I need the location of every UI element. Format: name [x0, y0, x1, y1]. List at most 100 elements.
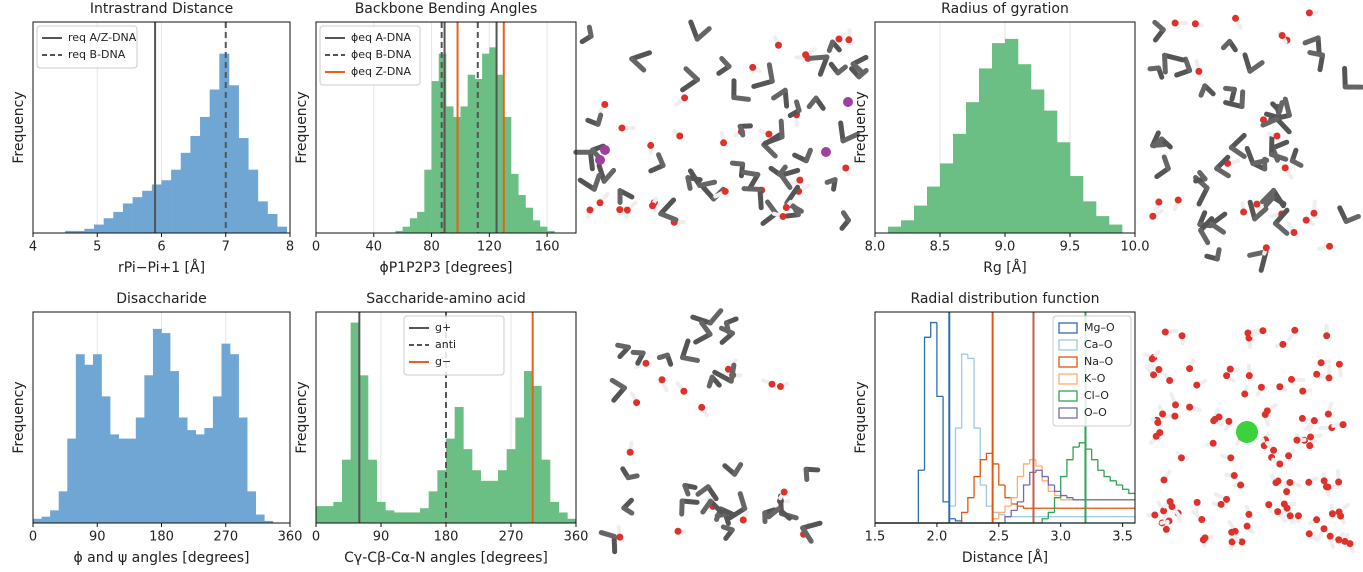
oxygen	[1283, 504, 1291, 512]
oxygen	[1149, 212, 1157, 220]
bar	[402, 226, 411, 233]
bond	[1277, 100, 1285, 114]
step-segment	[973, 475, 981, 498]
chart-panel: 4 5 6 7 8 Intrastrand Distance rPi−Pi+1 [Å] Fre…	[11, 1, 294, 276]
y-axis-label: Frequency	[294, 381, 310, 453]
bond	[757, 186, 764, 211]
oxygen	[779, 212, 787, 220]
oxygen	[1305, 530, 1313, 538]
oxygen	[1272, 479, 1280, 487]
bond	[598, 530, 617, 539]
bond	[697, 179, 718, 188]
step-segment	[1004, 505, 1012, 513]
bar	[135, 417, 145, 523]
oxygen	[1152, 432, 1160, 440]
oxygen	[648, 202, 656, 210]
oxygen	[1230, 472, 1238, 480]
oxygen	[1276, 383, 1284, 391]
bond	[577, 177, 597, 192]
bar	[204, 428, 214, 523]
bond	[838, 120, 846, 144]
oxygen	[1293, 436, 1301, 444]
bond	[1198, 227, 1211, 246]
oxygen	[1328, 510, 1336, 518]
bond	[1214, 154, 1231, 171]
oxygen	[1243, 522, 1251, 530]
bar	[1031, 89, 1045, 234]
step-segment	[1022, 484, 1030, 502]
oxygen	[724, 365, 732, 373]
bond	[1315, 35, 1322, 57]
bar	[277, 226, 288, 233]
step-segment	[998, 463, 1005, 486]
oxygen	[1241, 390, 1249, 398]
bond	[840, 131, 860, 144]
oxygen	[1283, 488, 1291, 496]
legend-label: Mg–O	[1084, 321, 1115, 334]
oxygen	[1160, 476, 1168, 484]
bar	[489, 480, 499, 523]
bar	[67, 438, 77, 523]
oxygen	[601, 100, 609, 108]
bond	[731, 95, 751, 102]
chloride	[1236, 421, 1258, 443]
oxygen	[616, 206, 624, 214]
bar	[151, 184, 162, 233]
bond	[700, 184, 717, 202]
step-segment	[1128, 489, 1135, 495]
step-segment	[967, 354, 975, 360]
bar	[267, 214, 278, 233]
oxygen	[1326, 532, 1334, 540]
oxygen	[1302, 216, 1310, 224]
chart-panel: 8.0 8.5 9.0 9.5 10.0 Radius of gyration Rg [Å]…	[853, 1, 1149, 276]
x-tick-label: 360	[564, 530, 589, 545]
bond	[1220, 38, 1233, 51]
legend-label: req B-DNA	[68, 48, 126, 61]
oxygen	[1335, 478, 1343, 486]
oxygen	[1305, 9, 1313, 17]
oxygen	[1245, 510, 1253, 518]
oxygen	[1223, 495, 1231, 503]
bar	[171, 169, 182, 233]
bond	[1270, 139, 1290, 151]
step-segment	[930, 321, 937, 338]
step-segment	[967, 497, 975, 513]
bond	[1247, 199, 1258, 222]
bond	[609, 377, 627, 391]
oxygen	[1335, 508, 1343, 516]
bar	[221, 343, 231, 523]
bond	[615, 342, 632, 350]
bond	[611, 533, 618, 555]
bond	[1151, 136, 1165, 149]
bond	[700, 498, 714, 515]
bar	[264, 520, 274, 523]
bond	[586, 24, 594, 39]
chart-title: Intrastrand Distance	[90, 1, 233, 17]
bond	[658, 197, 677, 217]
oxygen	[1270, 446, 1278, 454]
ion	[843, 97, 853, 107]
x-tick-label: 4	[29, 240, 37, 255]
bond	[800, 520, 823, 531]
bar	[368, 459, 377, 523]
bond	[1242, 52, 1253, 74]
oxygen	[1166, 377, 1174, 385]
oxygen	[1186, 403, 1194, 411]
bond	[1342, 65, 1348, 90]
step-segment	[985, 485, 993, 507]
bar	[248, 169, 259, 233]
oxygen	[1150, 371, 1158, 379]
ion	[595, 155, 605, 165]
bar	[219, 53, 230, 234]
bar	[178, 417, 188, 523]
bar	[142, 190, 153, 233]
oxygen	[835, 35, 843, 43]
step-segment	[1047, 476, 1055, 486]
oxygen	[1285, 452, 1293, 460]
bar	[187, 430, 197, 523]
bar	[50, 510, 59, 523]
bar	[230, 354, 239, 523]
bar	[152, 328, 162, 523]
x-tick-label: 8.0	[865, 240, 886, 255]
bar	[1018, 64, 1032, 233]
